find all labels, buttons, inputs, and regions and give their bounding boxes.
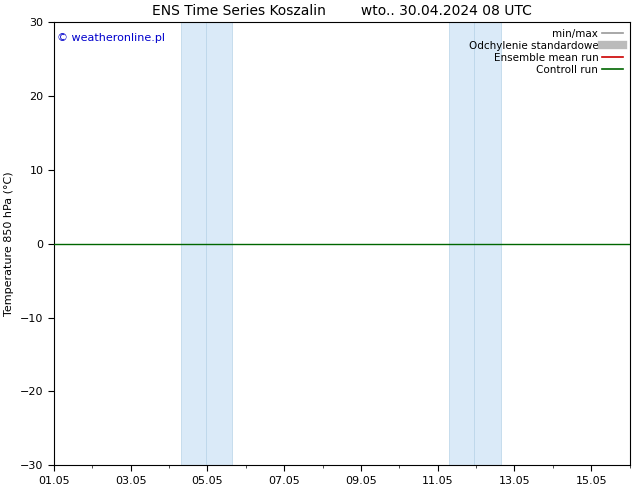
Legend: min/max, Odchylenie standardowe, Ensemble mean run, Controll run: min/max, Odchylenie standardowe, Ensembl… [464, 24, 628, 79]
Title: ENS Time Series Koszalin        wto.. 30.04.2024 08 UTC: ENS Time Series Koszalin wto.. 30.04.202… [152, 4, 532, 19]
Bar [181, 23, 205, 465]
Y-axis label: Temperature 850 hPa (°C): Temperature 850 hPa (°C) [4, 172, 15, 316]
Text: © weatheronline.pl: © weatheronline.pl [57, 33, 165, 44]
Bar [205, 23, 233, 465]
Bar [474, 23, 501, 465]
Bar [449, 23, 474, 465]
